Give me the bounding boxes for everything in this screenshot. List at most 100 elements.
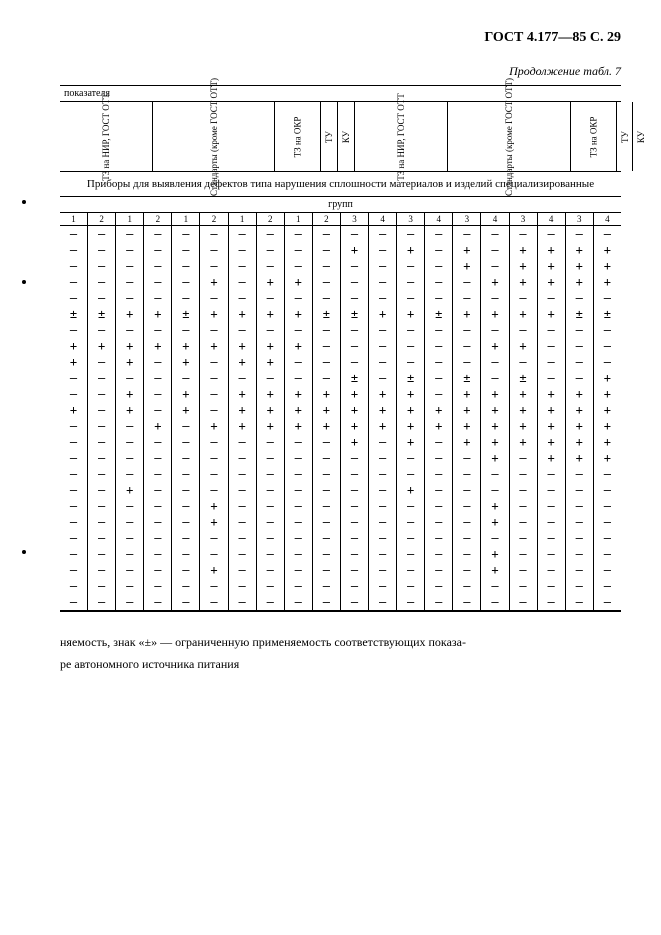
table-caption: Продолжение табл. 7 <box>60 64 621 79</box>
cell: ± <box>397 370 425 386</box>
cell: — <box>257 482 285 498</box>
cell: — <box>229 562 257 578</box>
cell: — <box>88 290 116 306</box>
subcolumn-number: 1 <box>172 213 200 225</box>
cell: — <box>257 434 285 450</box>
subcolumn-number: 4 <box>481 213 509 225</box>
cell: — <box>566 546 594 562</box>
table-row: ———————————————————— <box>60 594 621 610</box>
cell: + <box>229 402 257 418</box>
cell: — <box>257 322 285 338</box>
cell: — <box>229 498 257 514</box>
cell: — <box>341 562 369 578</box>
cell: — <box>453 594 481 610</box>
cell: — <box>538 226 566 242</box>
cell: — <box>397 450 425 466</box>
cell: — <box>369 242 397 258</box>
cell: — <box>566 482 594 498</box>
cell: — <box>481 322 509 338</box>
cell: + <box>538 402 566 418</box>
section-title: Приборы для выявления дефектов типа нару… <box>60 172 621 197</box>
cell: — <box>200 530 228 546</box>
cell: — <box>172 466 200 482</box>
cell: — <box>566 530 594 546</box>
cell: + <box>313 386 341 402</box>
cell: + <box>481 402 509 418</box>
cell: — <box>229 226 257 242</box>
cell: + <box>566 274 594 290</box>
cell: — <box>229 434 257 450</box>
cell: + <box>200 418 228 434</box>
cell: — <box>594 546 621 562</box>
cell: + <box>510 418 538 434</box>
cell: + <box>229 418 257 434</box>
cell: — <box>481 290 509 306</box>
cell: — <box>510 450 538 466</box>
cell: — <box>285 594 313 610</box>
cell: — <box>538 354 566 370</box>
cell: — <box>510 322 538 338</box>
cell: + <box>341 434 369 450</box>
cell: — <box>341 482 369 498</box>
cell: — <box>397 258 425 274</box>
cell: + <box>257 386 285 402</box>
cell: — <box>257 226 285 242</box>
cell: — <box>285 258 313 274</box>
cell: — <box>369 514 397 530</box>
cell: + <box>60 354 88 370</box>
cell: + <box>116 338 144 354</box>
cell: — <box>453 498 481 514</box>
cell: + <box>200 514 228 530</box>
cell: — <box>397 466 425 482</box>
cell: — <box>144 514 172 530</box>
cell: — <box>200 434 228 450</box>
cell: — <box>594 530 621 546</box>
cell: — <box>510 578 538 594</box>
cell: + <box>172 402 200 418</box>
cell: — <box>60 258 88 274</box>
cell: — <box>229 546 257 562</box>
cell: — <box>566 322 594 338</box>
cell: — <box>313 562 341 578</box>
column-header: ТУ <box>321 102 338 171</box>
cell: — <box>116 546 144 562</box>
cell: — <box>397 274 425 290</box>
cell: — <box>369 546 397 562</box>
cell: — <box>341 578 369 594</box>
cell: — <box>369 370 397 386</box>
cell: + <box>481 386 509 402</box>
cell: — <box>510 466 538 482</box>
cell: — <box>88 450 116 466</box>
cell: — <box>88 514 116 530</box>
cell: + <box>229 354 257 370</box>
cell: + <box>397 306 425 322</box>
subcolumn-number: 3 <box>510 213 538 225</box>
cell: — <box>229 594 257 610</box>
cell: — <box>172 370 200 386</box>
cell: — <box>425 498 453 514</box>
cell: + <box>594 418 621 434</box>
cell: — <box>369 562 397 578</box>
cell: — <box>510 594 538 610</box>
cell: — <box>116 498 144 514</box>
cell: — <box>144 466 172 482</box>
table-row: ——————————+—+—++++++ <box>60 434 621 450</box>
cell: — <box>144 242 172 258</box>
table-row: —————+—————————+———— <box>60 514 621 530</box>
cell: + <box>481 418 509 434</box>
cell: — <box>425 354 453 370</box>
cell: — <box>116 242 144 258</box>
cell: — <box>144 322 172 338</box>
cell: + <box>397 386 425 402</box>
cell: + <box>313 418 341 434</box>
cell: — <box>144 562 172 578</box>
cell: — <box>88 322 116 338</box>
cell: — <box>116 562 144 578</box>
cell: — <box>397 498 425 514</box>
cell: — <box>229 466 257 482</box>
cell: — <box>538 594 566 610</box>
cell: + <box>566 418 594 434</box>
cell: + <box>313 402 341 418</box>
cell: — <box>425 562 453 578</box>
cell: ± <box>60 306 88 322</box>
